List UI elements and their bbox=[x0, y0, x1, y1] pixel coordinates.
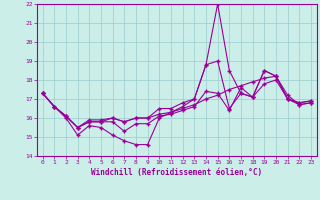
X-axis label: Windchill (Refroidissement éolien,°C): Windchill (Refroidissement éolien,°C) bbox=[91, 168, 262, 177]
